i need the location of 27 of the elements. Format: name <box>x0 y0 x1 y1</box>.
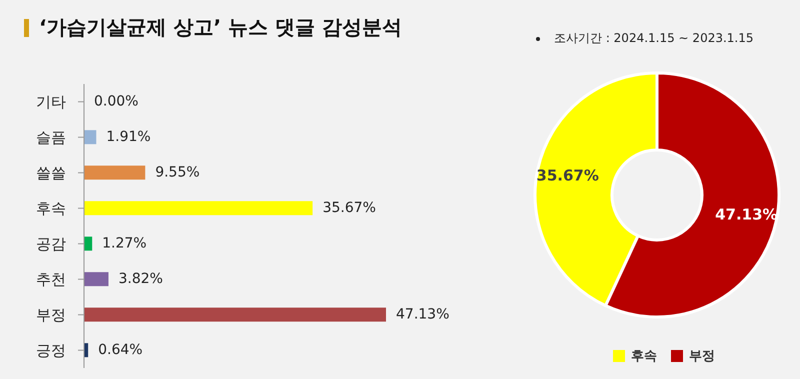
y-tick-label: 기타 <box>36 93 66 112</box>
y-tick-label: 후속 <box>36 200 66 218</box>
y-tick-label: 슬픔 <box>36 128 66 147</box>
legend-label: 후속 <box>630 348 657 365</box>
y-tick-label: 추천 <box>36 270 66 289</box>
data-label: 0.00% <box>94 94 138 110</box>
y-tick-label: 부정 <box>36 306 66 324</box>
y-tick-label: 긍정 <box>36 342 66 360</box>
text: 조사기간 : 2024.1.15 ~ 2023.1.15 <box>554 30 754 47</box>
data-label: 9.55% <box>155 164 200 181</box>
bar <box>84 201 313 216</box>
data-label: 3.82% <box>118 271 163 288</box>
bar <box>84 308 386 322</box>
data-label: 35.67% <box>322 200 376 216</box>
legend-label: 부정 <box>688 348 715 365</box>
data-label: 0.64% <box>98 342 143 358</box>
y-tick-label: 공감 <box>36 235 66 254</box>
bar <box>84 130 96 144</box>
data-label: 47.13% <box>715 206 778 224</box>
data-label: 1.27% <box>102 236 147 252</box>
data-label: 1.91% <box>106 129 151 146</box>
y-tick-label: 쓸쓸 <box>36 164 66 182</box>
bar <box>84 272 108 286</box>
data-label: 47.13% <box>396 306 450 323</box>
chart-title: ‘가습기살균제 상고’ 뉴스 댓글 감성분석 <box>39 14 402 41</box>
bar <box>84 236 92 251</box>
bar <box>84 166 146 180</box>
